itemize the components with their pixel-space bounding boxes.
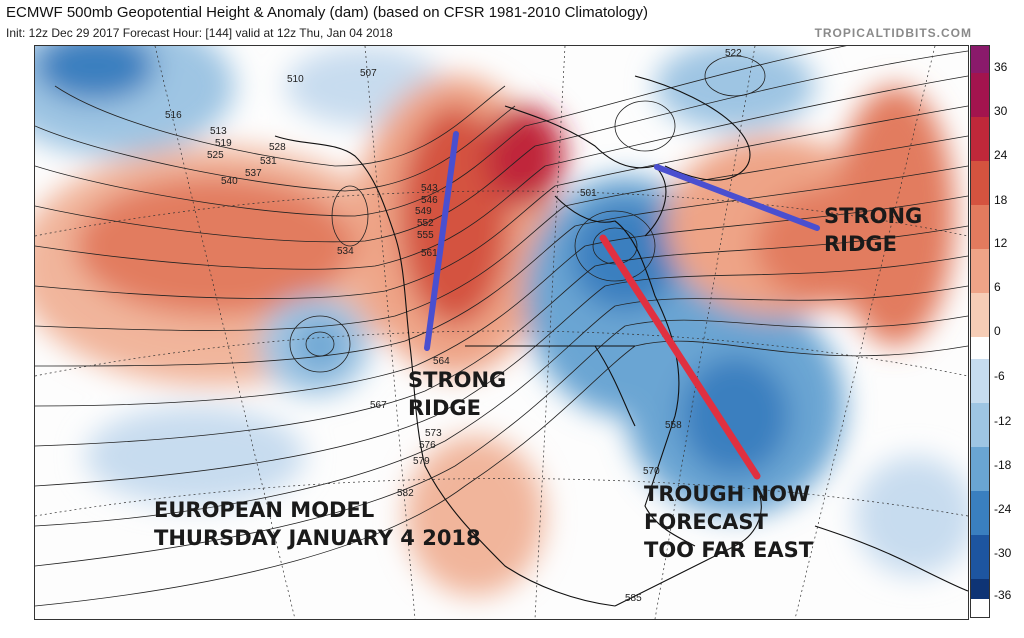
model-label: EUROPEAN MODEL THURSDAY JANUARY 4 2018 [154, 496, 481, 552]
trough-line2: FORECAST [644, 510, 768, 534]
height-label: 549 [415, 206, 432, 217]
colorbar-segment [971, 579, 989, 599]
ridge-west-line2: RIDGE [408, 396, 481, 420]
coastlines [274, 75, 968, 607]
colorbar-segment [971, 249, 989, 293]
ridge-east-line1: STRONG [824, 204, 923, 228]
height-label: 567 [370, 400, 387, 411]
colorbar-segment [971, 535, 989, 579]
ridge-axis-west [424, 131, 459, 351]
ridge-west-label: STRONG RIDGE [408, 366, 506, 422]
chart-title: ECMWF 500mb Geopotential Height & Anomal… [6, 4, 648, 21]
height-label: 528 [269, 142, 286, 153]
height-label: 525 [207, 150, 224, 161]
colorbar-label: 18 [994, 193, 1008, 207]
anomaly-colorbar [970, 45, 990, 618]
height-label: 582 [397, 488, 414, 499]
trough-label: TROUGH NOW FORECAST TOO FAR EAST [644, 480, 813, 564]
map-panel: 510 507 516 513 519 525 528 531 537 540 … [34, 45, 969, 620]
height-label: 552 [417, 218, 434, 229]
colorbar-label: -24 [994, 502, 1012, 516]
height-label: 531 [260, 156, 277, 167]
colorbar-segment [971, 403, 989, 447]
height-label: 585 [625, 593, 642, 604]
chart-subtitle: Init: 12z Dec 29 2017 Forecast Hour: [14… [6, 26, 393, 40]
colorbar-segment [971, 337, 989, 359]
height-label: 561 [421, 248, 438, 259]
height-labels: 510 507 516 513 519 525 528 531 537 540 … [165, 48, 742, 604]
colorbar-label: -12 [994, 414, 1012, 428]
height-label: 519 [215, 138, 232, 149]
map-svg: 510 507 516 513 519 525 528 531 537 540 … [35, 46, 968, 619]
colorbar-label: 24 [994, 148, 1008, 162]
colorbar-label: -30 [994, 546, 1012, 560]
height-label: 537 [245, 168, 262, 179]
height-label: 555 [417, 230, 434, 241]
colorbar-label: 0 [994, 324, 1001, 338]
height-contours [35, 46, 968, 607]
height-label: 546 [421, 195, 438, 206]
height-label: 510 [287, 74, 304, 85]
colorbar-label: 36 [994, 60, 1008, 74]
height-label: 579 [413, 456, 430, 467]
colorbar-label: 30 [994, 104, 1008, 118]
height-label: 543 [421, 183, 438, 194]
height-label: 540 [221, 176, 238, 187]
colorbar-label: -6 [994, 369, 1005, 383]
colorbar-segment [971, 161, 989, 205]
latlon-grid [35, 46, 968, 619]
colorbar-segment [971, 117, 989, 161]
height-label: 516 [165, 110, 182, 121]
model-line2: THURSDAY JANUARY 4 2018 [154, 526, 481, 550]
colorbar-segment [971, 447, 989, 491]
brand-watermark: TROPICALTIDBITS.COM [814, 26, 972, 40]
height-label: 534 [337, 246, 354, 257]
height-label: 507 [360, 68, 377, 79]
ridge-east-line2: RIDGE [824, 232, 897, 256]
height-label: 513 [210, 126, 227, 137]
ridge-west-line1: STRONG [408, 368, 507, 392]
trough-axis [599, 234, 761, 480]
colorbar-segment [971, 359, 989, 403]
model-line1: EUROPEAN MODEL [154, 498, 375, 522]
colorbar-segment [971, 46, 989, 73]
height-label: 570 [643, 466, 660, 477]
trough-line1: TROUGH NOW [644, 482, 811, 506]
colorbar-segment [971, 205, 989, 249]
ridge-axis-east [654, 164, 820, 231]
colorbar-label: 6 [994, 280, 1001, 294]
height-label: 564 [433, 356, 450, 367]
height-label: 501 [580, 188, 597, 199]
colorbar-label: 12 [994, 236, 1008, 250]
colorbar-label: -18 [994, 458, 1012, 472]
trough-line3: TOO FAR EAST [644, 538, 814, 562]
anomaly-field [35, 46, 968, 596]
height-label: 522 [725, 48, 742, 59]
ridge-east-label: STRONG RIDGE [824, 202, 922, 258]
height-label: 573 [425, 428, 442, 439]
colorbar-segment [971, 73, 989, 117]
colorbar-segment [971, 293, 989, 337]
colorbar-segment [971, 491, 989, 535]
height-label: 576 [419, 440, 436, 451]
height-label: 558 [665, 420, 682, 431]
colorbar-label: -36 [994, 588, 1012, 602]
colorbar-labels: 36 30 24 18 12 6 0 -6 -12 -18 -24 -30 -3… [994, 45, 1024, 618]
